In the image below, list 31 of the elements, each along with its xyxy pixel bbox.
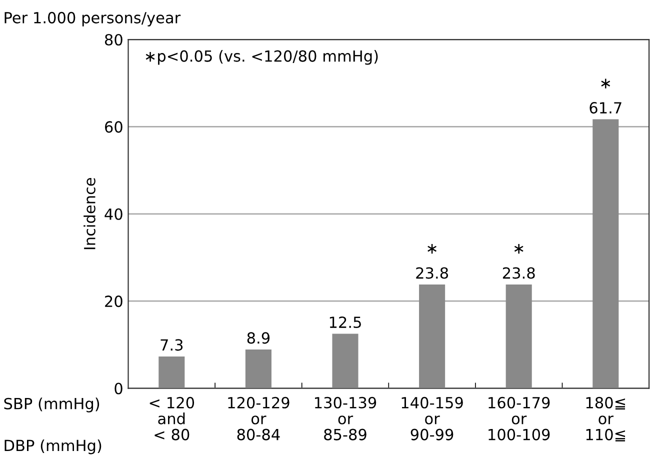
y-tick-label: 40 bbox=[104, 208, 122, 220]
data-label: 61.7 bbox=[590, 102, 622, 114]
bar bbox=[592, 119, 619, 388]
data-label: 23.8 bbox=[416, 267, 448, 279]
x-tick-label: 160-179 or 100-109 bbox=[488, 396, 550, 440]
x-tick-label: 140-159 or 90-99 bbox=[402, 396, 463, 440]
data-label: 23.8 bbox=[502, 267, 535, 279]
bar bbox=[332, 334, 358, 388]
y-tick-label: 80 bbox=[104, 34, 122, 46]
x-tick-label: 120-129 or 80-84 bbox=[228, 396, 290, 440]
bar bbox=[506, 284, 532, 388]
data-label: 12.5 bbox=[330, 316, 361, 328]
x-tick-label: 130-139 or 85-89 bbox=[315, 396, 376, 440]
x-tick-label: 180≦ or 110≦ bbox=[586, 396, 626, 442]
y-tick-label: 20 bbox=[105, 296, 122, 308]
annotation: ∗ bbox=[428, 244, 436, 254]
y-axis-title: Incidence bbox=[84, 178, 96, 250]
annotation: ∗ bbox=[514, 244, 524, 254]
text: DBP (mmHg) bbox=[4, 439, 102, 454]
annotation: ∗p<0.05 (vs. <120/80 mmHg) bbox=[146, 50, 378, 65]
x-tick-label: < 120 and < 80 bbox=[150, 396, 194, 440]
data-label: 7.3 bbox=[160, 339, 183, 351]
bar bbox=[158, 356, 185, 388]
y-tick-label: 60 bbox=[105, 121, 122, 133]
bar bbox=[419, 284, 446, 388]
bar bbox=[245, 349, 272, 388]
text: Per 1.000 persons/year bbox=[4, 12, 181, 26]
y-tick-label: 0 bbox=[114, 382, 122, 394]
data-label: 8.9 bbox=[247, 332, 270, 344]
text: SBP (mmHg) bbox=[4, 398, 100, 412]
annotation: ∗ bbox=[601, 78, 610, 88]
